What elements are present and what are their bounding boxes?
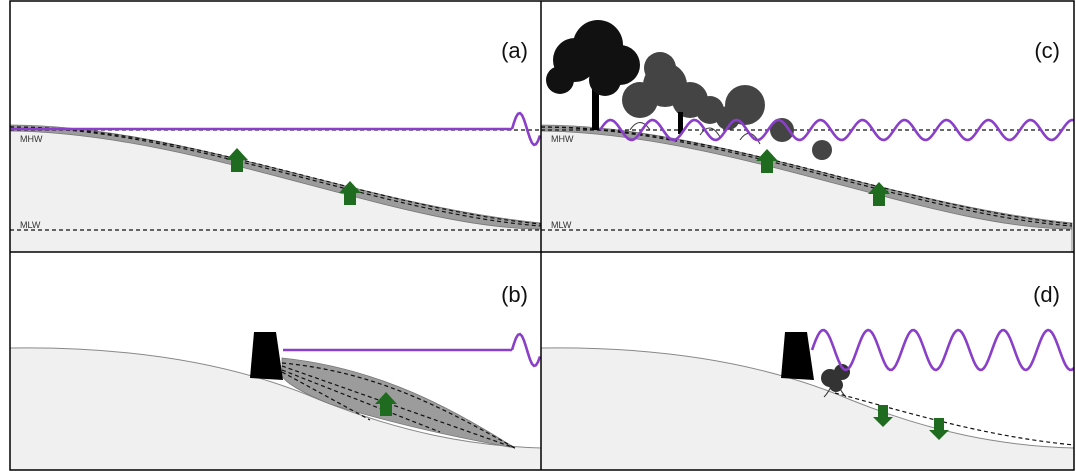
- figure: MHW MLW (a) MHW MLW (c) (b): [0, 0, 1076, 471]
- mlw-label: MLW: [20, 220, 41, 230]
- mhw-label: MHW: [551, 134, 574, 144]
- panel-label: (b): [501, 282, 528, 307]
- panel-label: (d): [1033, 282, 1060, 307]
- panel-c: MHW MLW (c): [541, 20, 1074, 252]
- panel-a: MHW MLW (a): [10, 38, 541, 252]
- wave: [512, 334, 540, 366]
- panel-d: (d): [541, 282, 1074, 471]
- wave: [812, 330, 1074, 370]
- panel-label: (c): [1034, 38, 1060, 63]
- mhw-label: MHW: [20, 134, 43, 144]
- panel-label: (a): [501, 38, 528, 63]
- mlw-label: MLW: [551, 220, 572, 230]
- panel-b: (b): [10, 282, 541, 471]
- wave: [512, 113, 540, 145]
